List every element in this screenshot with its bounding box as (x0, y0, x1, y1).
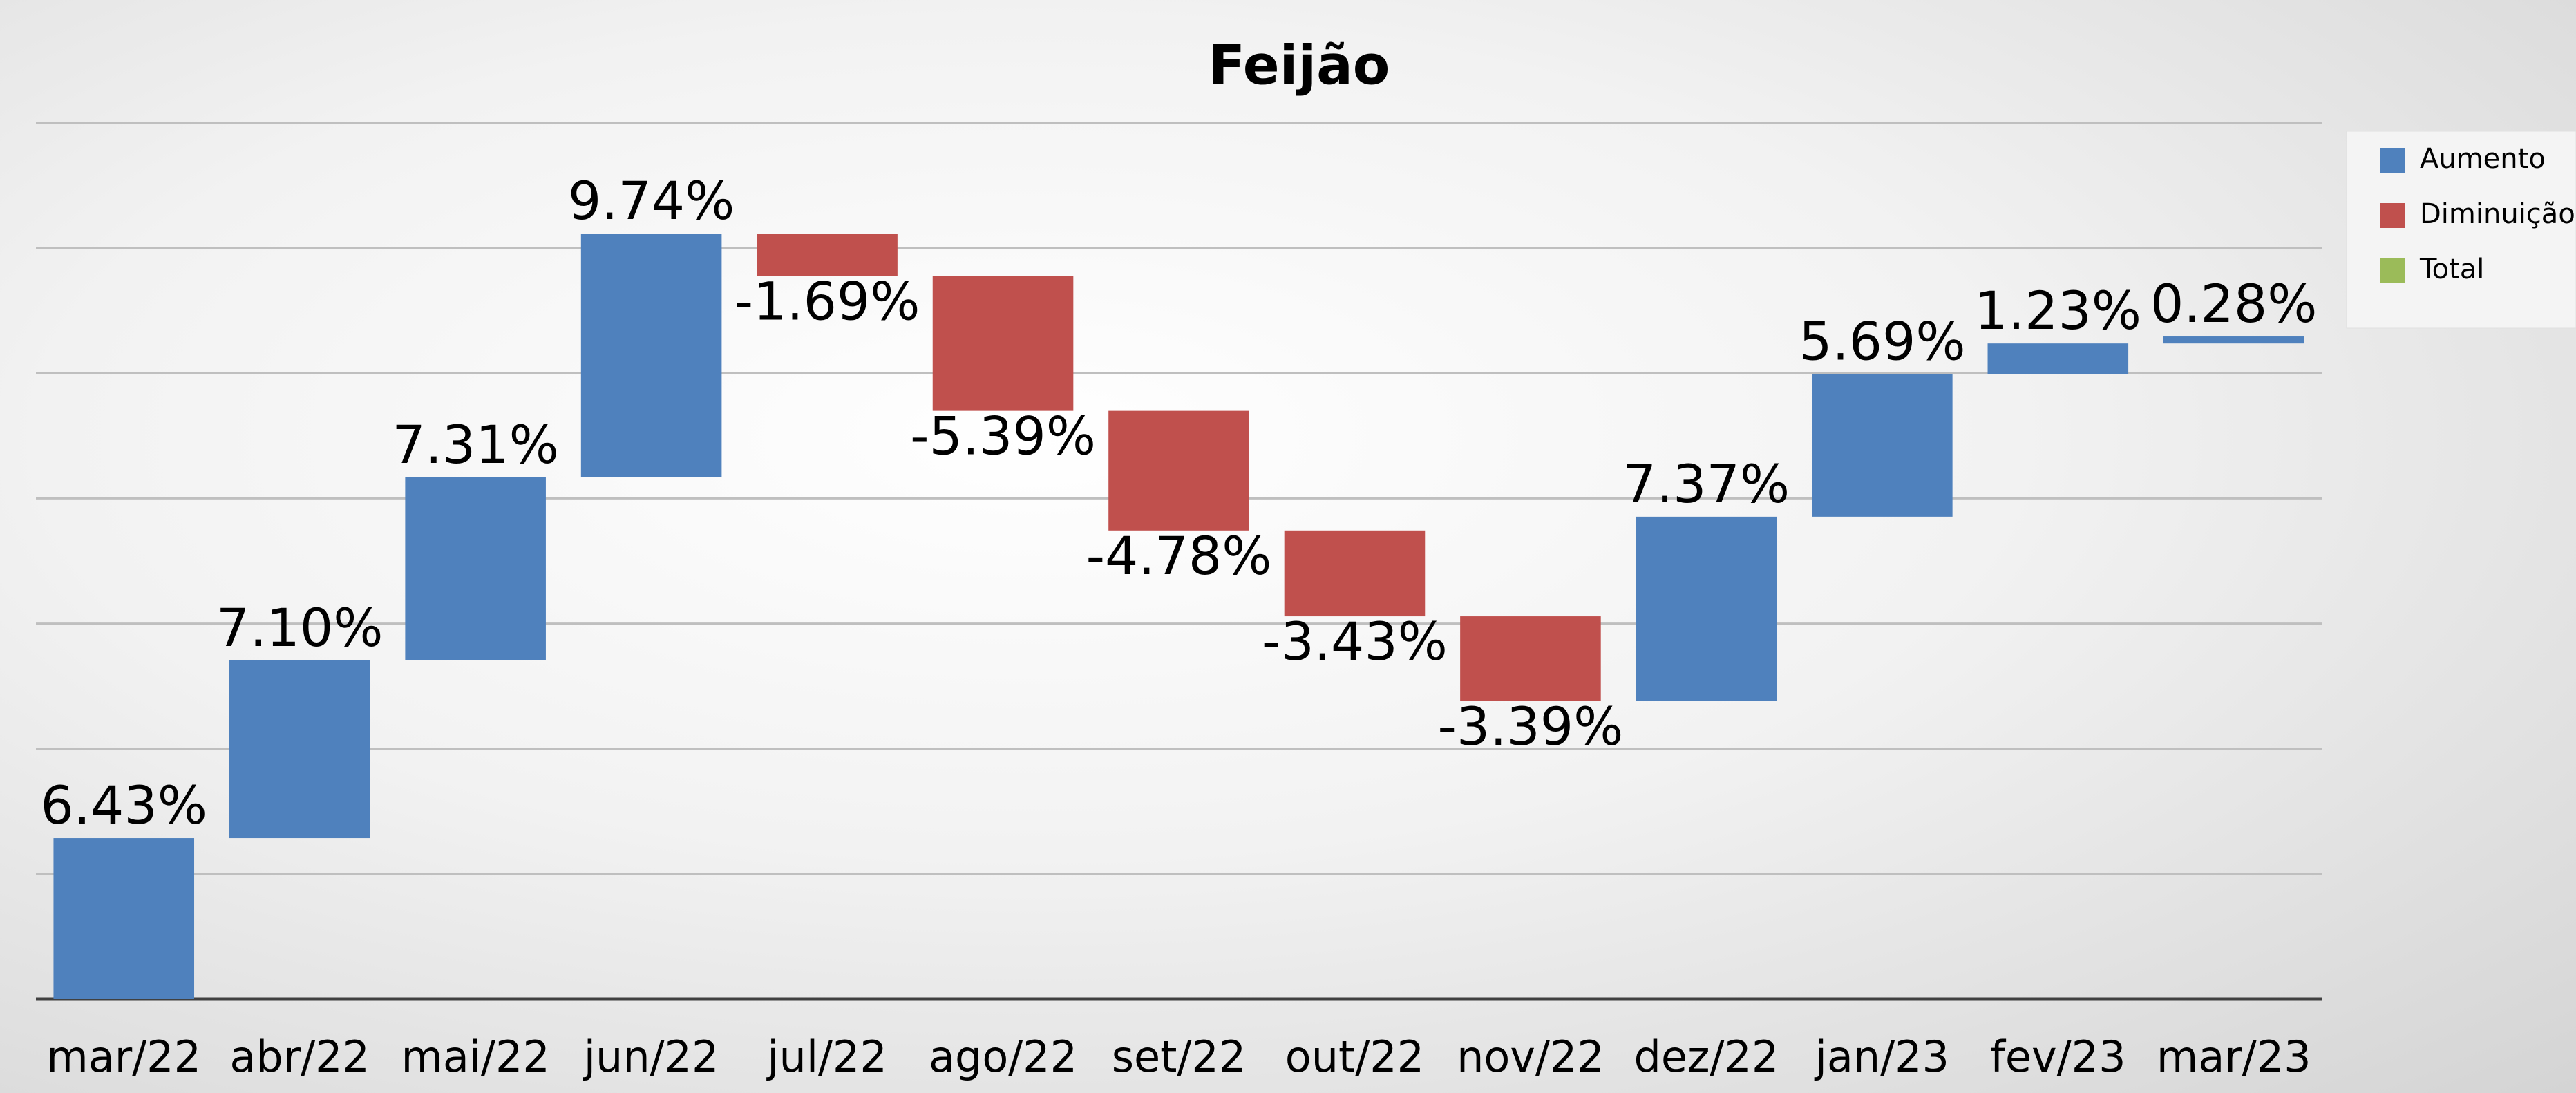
bar (1460, 616, 1601, 701)
legend-label: Diminuição (2420, 198, 2575, 230)
x-tick-label: nov/22 (1457, 1032, 1604, 1082)
bar (1987, 343, 2129, 374)
x-tick-label: dez/22 (1633, 1032, 1779, 1082)
bar (932, 276, 1074, 411)
bar (1636, 516, 1777, 701)
bar (1284, 530, 1426, 617)
value-label: 7.31% (392, 414, 558, 475)
x-tick-label: mai/22 (401, 1032, 549, 1082)
value-label: 0.28% (2150, 273, 2317, 334)
legend-swatch (2380, 148, 2405, 173)
value-label: -5.39% (910, 406, 1096, 467)
bar (405, 477, 546, 660)
bar (2163, 336, 2304, 344)
x-tick-label: set/22 (1112, 1032, 1247, 1082)
bar (757, 234, 898, 276)
legend-label: Aumento (2420, 143, 2546, 175)
x-tick-label: ago/22 (929, 1032, 1077, 1082)
x-tick-label: jan/23 (1814, 1032, 1949, 1082)
value-label: -4.78% (1086, 525, 1272, 587)
x-tick-label: mar/23 (2157, 1032, 2311, 1082)
bar (229, 660, 370, 839)
value-label: -1.69% (735, 270, 920, 332)
bar (53, 838, 195, 999)
x-tick-label: out/22 (1285, 1032, 1424, 1082)
chart-title: Feijão (1209, 35, 1390, 97)
value-label: 5.69% (1799, 311, 1965, 372)
x-tick-label: fev/23 (1990, 1032, 2125, 1082)
value-label: 7.37% (1623, 453, 1790, 515)
legend-swatch (2380, 203, 2405, 228)
x-tick-label: abr/22 (229, 1032, 370, 1082)
legend-swatch (2380, 258, 2405, 283)
value-label: -3.43% (1262, 611, 1448, 672)
legend-label: Total (2419, 254, 2484, 285)
bar (580, 234, 722, 477)
bar (1812, 374, 1953, 517)
value-label: 6.43% (41, 774, 207, 836)
x-tick-label: jul/22 (766, 1032, 887, 1082)
value-label: 1.23% (1975, 280, 2141, 341)
x-tick-label: mar/22 (46, 1032, 201, 1082)
value-label: -3.39% (1437, 696, 1623, 757)
value-label: 7.10% (216, 597, 383, 658)
x-tick-label: jun/22 (583, 1032, 719, 1082)
bar (1108, 410, 1249, 531)
value-label: 9.74% (568, 170, 735, 231)
